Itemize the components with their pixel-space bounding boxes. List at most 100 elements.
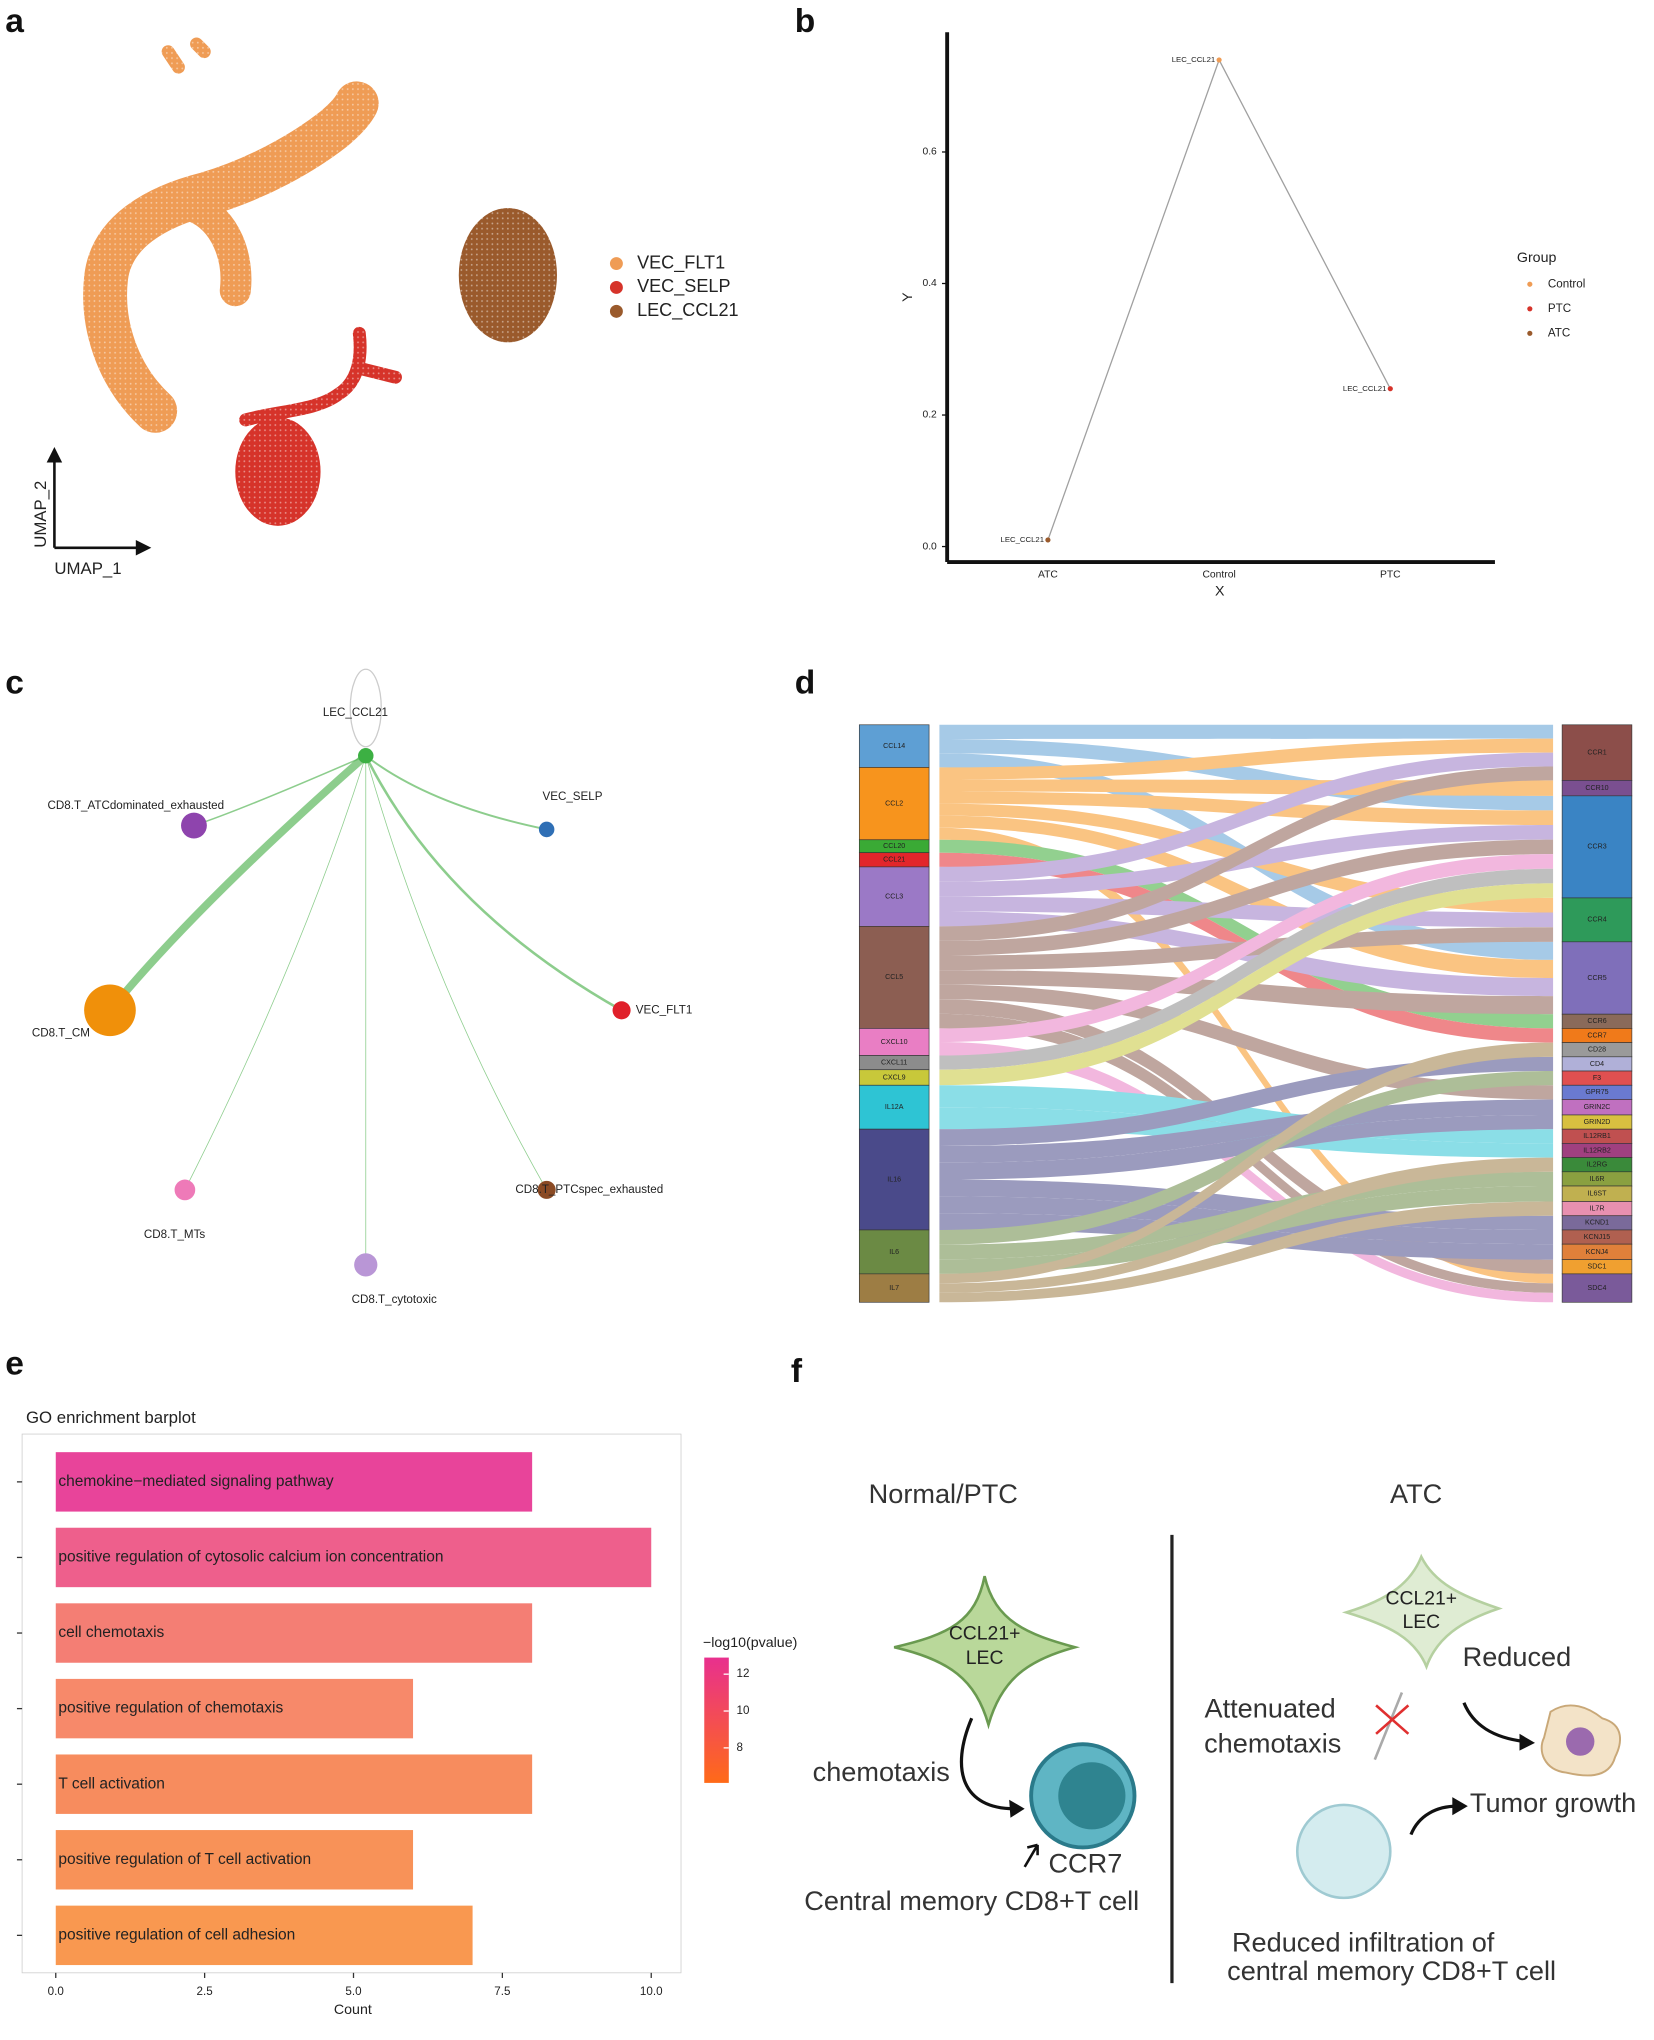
x-tick-label: ATC bbox=[1038, 570, 1058, 581]
colorbar-tick-label: 10 bbox=[737, 1704, 750, 1717]
x-tick-label: 7.5 bbox=[494, 1985, 510, 1998]
target-label: GRIN2D bbox=[1584, 1118, 1611, 1126]
target-node bbox=[1561, 795, 1633, 899]
bar-label: cell chemotaxis bbox=[58, 1624, 164, 1641]
bar bbox=[55, 1452, 533, 1512]
target-label: KCND1 bbox=[1585, 1219, 1609, 1227]
legend-label: VEC_SELP bbox=[637, 276, 730, 297]
y-tick-label: 0.2 bbox=[922, 410, 937, 421]
axis-label: Y bbox=[900, 292, 916, 302]
target-node bbox=[1561, 724, 1633, 781]
label: chemotaxis bbox=[1204, 1728, 1341, 1759]
ribbon bbox=[939, 1171, 1554, 1260]
ribbon bbox=[939, 738, 1554, 780]
ribbon bbox=[939, 724, 1554, 739]
target-label: IL12RB1 bbox=[1583, 1132, 1611, 1140]
point-label: LEC_CCL21 bbox=[1343, 384, 1387, 393]
ribbon bbox=[939, 839, 1554, 1029]
umap-arrow bbox=[46, 447, 63, 463]
source-node bbox=[858, 1273, 930, 1303]
legend-label: VEC_FLT1 bbox=[637, 252, 725, 273]
label: Tumor growth bbox=[1470, 1787, 1636, 1818]
target-label: CCR5 bbox=[1587, 974, 1606, 982]
label: Attenuated bbox=[1205, 1693, 1336, 1724]
edge bbox=[106, 752, 369, 1013]
legend-swatch bbox=[609, 304, 623, 318]
source-label: CXCL11 bbox=[881, 1059, 907, 1067]
node bbox=[358, 748, 374, 764]
legend-swatch bbox=[1527, 281, 1533, 287]
target-label: CCR3 bbox=[1587, 843, 1606, 851]
target-label: IL12RB2 bbox=[1583, 1146, 1611, 1154]
source-label: CXCL9 bbox=[883, 1073, 906, 1081]
y-tick-label: 0.0 bbox=[922, 541, 937, 552]
arrow bbox=[1373, 1691, 1404, 1761]
lec-cell bbox=[893, 1575, 1081, 1730]
ribbon bbox=[939, 883, 1554, 1086]
edge bbox=[364, 755, 623, 1012]
chart-title: GO enrichment barplot bbox=[26, 1408, 196, 1427]
ribbon bbox=[939, 827, 1554, 1284]
edge bbox=[193, 755, 367, 827]
texture bbox=[77, 38, 595, 543]
bar bbox=[55, 1754, 533, 1814]
bar bbox=[55, 1603, 533, 1663]
target-label: IL6ST bbox=[1588, 1190, 1608, 1198]
source-label: CCL20 bbox=[883, 842, 905, 850]
node-label: LEC_CCL21 bbox=[323, 706, 388, 719]
source-label: CCL21 bbox=[883, 856, 905, 864]
panel-label: c bbox=[5, 665, 24, 702]
point bbox=[1387, 386, 1393, 392]
target-node bbox=[1561, 897, 1633, 943]
ribbon bbox=[939, 1056, 1554, 1146]
y-tick-label: 0.6 bbox=[922, 147, 937, 158]
title: Normal/PTC bbox=[869, 1478, 1018, 1509]
ribbon bbox=[939, 984, 1554, 1100]
t-cell bbox=[1295, 1803, 1392, 1900]
source-label: IL12A bbox=[885, 1103, 904, 1111]
bar-label: positive regulation of cytosolic calcium… bbox=[58, 1549, 443, 1566]
colorbar bbox=[704, 1657, 729, 1783]
source-label: IL16 bbox=[887, 1175, 901, 1183]
source-node bbox=[858, 926, 930, 1029]
source-node bbox=[858, 1028, 930, 1056]
ribbon bbox=[939, 839, 1554, 956]
panel-label: f bbox=[791, 1353, 803, 1390]
target-label: GPR75 bbox=[1585, 1088, 1608, 1096]
ribbon bbox=[939, 1157, 1554, 1293]
colorbar-tick-label: 12 bbox=[737, 1667, 750, 1680]
target-label: SDC1 bbox=[1588, 1263, 1607, 1271]
ribbon bbox=[939, 1114, 1554, 1180]
cell-label: CCL21+ bbox=[949, 1622, 1021, 1644]
x-tick-label: 10.0 bbox=[640, 1985, 663, 1998]
x-tick-label: Control bbox=[1202, 570, 1235, 581]
ribbon bbox=[939, 766, 1554, 941]
bar-label: chemokine−mediated signaling pathway bbox=[58, 1473, 334, 1490]
target-label: CCR1 bbox=[1587, 748, 1606, 756]
bar bbox=[55, 1527, 652, 1588]
axis-label: Count bbox=[334, 2002, 372, 2018]
cell-label: LEC bbox=[966, 1647, 1004, 1669]
arrow bbox=[1409, 1804, 1458, 1836]
bar bbox=[55, 1678, 414, 1739]
label: central memory CD8+T cell bbox=[1227, 1955, 1556, 1986]
x-tick-label: 0.0 bbox=[48, 1985, 64, 1998]
y-tick-label: 0.4 bbox=[922, 278, 937, 289]
label: Reduced infiltration of bbox=[1232, 1927, 1495, 1958]
target-label: CD4 bbox=[1590, 1060, 1604, 1068]
target-label: GRIN2C bbox=[1584, 1103, 1611, 1111]
umap-arrow bbox=[135, 540, 152, 556]
x-tick-label: 2.5 bbox=[197, 1985, 213, 1998]
cell-label: CCL21+ bbox=[1386, 1588, 1458, 1610]
legend-swatch bbox=[1527, 306, 1533, 312]
plot-area bbox=[21, 1433, 682, 1974]
node-label: VEC_FLT1 bbox=[636, 1003, 693, 1016]
ribbon bbox=[939, 896, 1554, 928]
legend-swatch bbox=[609, 257, 623, 271]
arrow bbox=[959, 1717, 1015, 1811]
source-label: CCL5 bbox=[885, 973, 903, 981]
legend-label: PTC bbox=[1548, 302, 1571, 315]
source-node bbox=[858, 724, 930, 768]
node-label: CD8.T_CM bbox=[32, 1027, 90, 1040]
source-node bbox=[858, 767, 930, 841]
